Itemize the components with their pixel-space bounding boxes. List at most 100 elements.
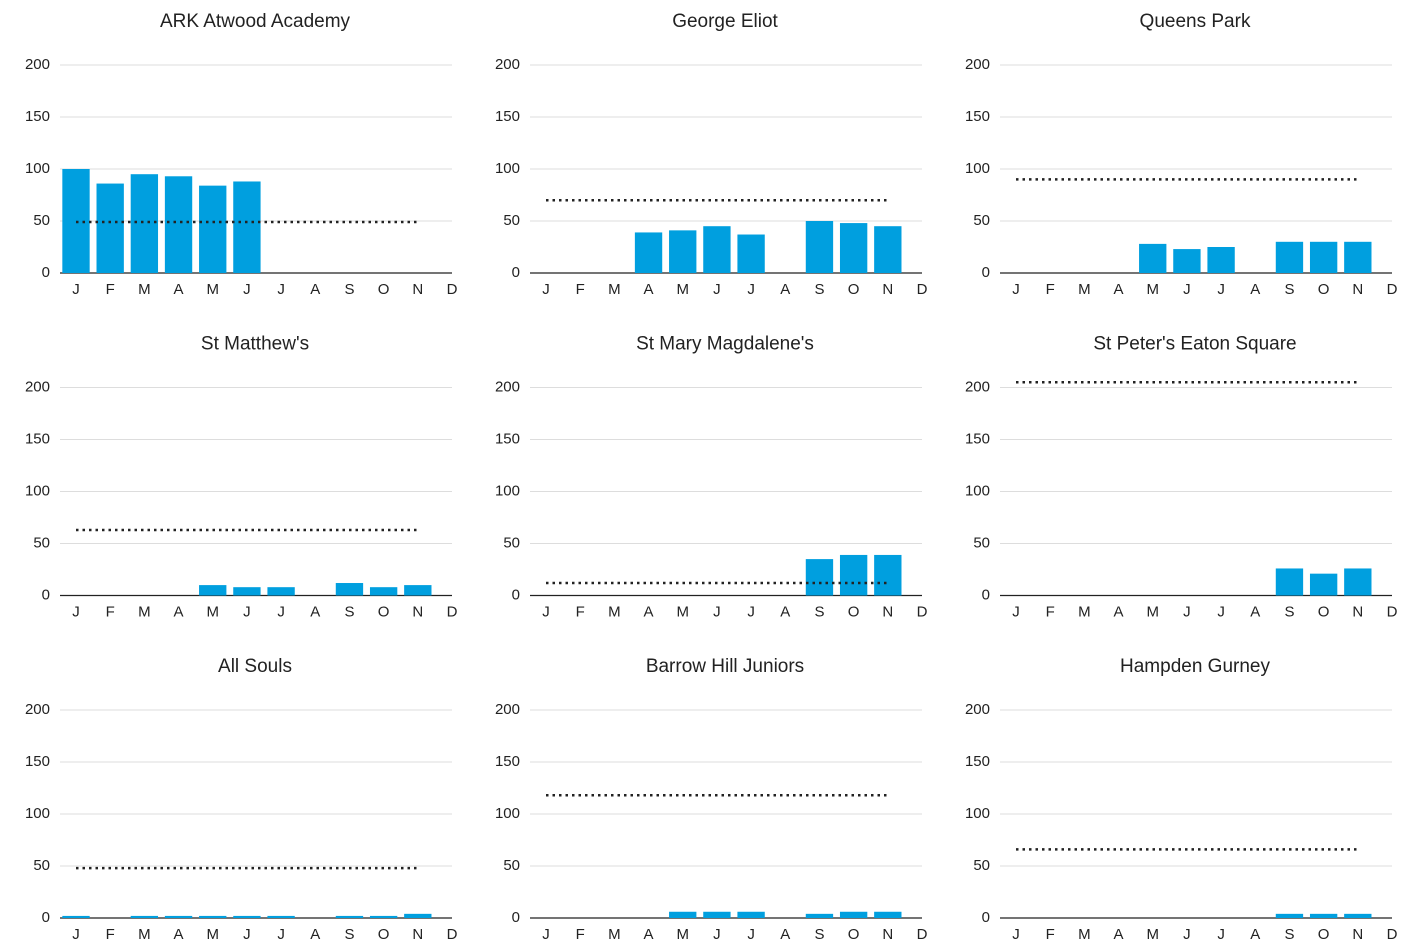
bar [805, 913, 834, 918]
bar [634, 232, 663, 273]
x-tick-label: M [138, 281, 151, 298]
x-tick-label: S [814, 281, 824, 298]
x-tick-label: A [780, 603, 790, 620]
x-tick-label: A [644, 926, 654, 941]
x-tick-label: F [1046, 281, 1055, 298]
y-tick-label: 150 [25, 108, 50, 125]
x-tick-label: O [1318, 926, 1330, 941]
panel: Queens Park 0 50 100 150 200 J F M A M J J A S O N D [965, 11, 1398, 298]
x-tick-label: M [1078, 603, 1091, 620]
bar [335, 583, 364, 596]
chart-title: Hampden Gurney [1120, 656, 1270, 677]
x-tick-label: S [1284, 281, 1294, 298]
bar [874, 226, 902, 273]
bar [1344, 241, 1372, 273]
x-tick-label: J [243, 281, 251, 298]
x-tick-label: M [206, 926, 219, 941]
x-tick-label: J [1183, 281, 1191, 298]
chart-title: St Peter's Eaton Square [1093, 334, 1296, 355]
bar [1173, 249, 1201, 273]
x-tick-label: A [174, 603, 184, 620]
y-tick-label: 50 [33, 534, 50, 551]
y-tick-label: 150 [965, 108, 990, 125]
bar [874, 911, 902, 918]
x-tick-label: J [277, 603, 285, 620]
x-tick-label: J [542, 603, 550, 620]
bar [1139, 243, 1167, 273]
x-tick-label: J [72, 281, 80, 298]
x-tick-label: F [576, 281, 585, 298]
bar [874, 554, 902, 596]
panel: St Matthew's 0 50 100 150 200 J F M A M J J A S O N D [25, 334, 458, 621]
x-tick-label: F [1046, 926, 1055, 941]
x-tick-label: J [72, 926, 80, 941]
bar [839, 911, 868, 918]
y-tick-label: 100 [965, 805, 990, 822]
bar [737, 234, 765, 273]
y-tick-label: 200 [25, 701, 50, 718]
y-tick-label: 0 [42, 264, 50, 281]
y-tick-label: 50 [973, 534, 990, 551]
bar [1309, 913, 1338, 918]
y-tick-label: 150 [495, 430, 520, 447]
y-tick-label: 100 [25, 160, 50, 177]
x-tick-label: S [344, 603, 354, 620]
y-tick-label: 100 [25, 805, 50, 822]
x-tick-label: J [713, 281, 721, 298]
x-tick-label: D [447, 603, 458, 620]
x-tick-label: D [447, 281, 458, 298]
chart-title: Barrow Hill Juniors [646, 656, 804, 677]
bar [669, 911, 697, 918]
x-tick-label: F [106, 281, 115, 298]
x-tick-label: J [1012, 281, 1020, 298]
bar [737, 911, 765, 918]
x-tick-label: J [747, 603, 755, 620]
y-tick-label: 200 [965, 56, 990, 73]
y-tick-label: 0 [42, 909, 50, 926]
y-tick-label: 0 [982, 909, 990, 926]
x-tick-label: S [814, 926, 824, 941]
x-tick-label: M [138, 603, 151, 620]
x-tick-label: N [882, 281, 893, 298]
y-tick-label: 50 [503, 212, 520, 229]
y-tick-label: 0 [982, 264, 990, 281]
x-tick-label: J [542, 926, 550, 941]
bar [96, 183, 124, 273]
chart-title: St Matthew's [201, 334, 309, 355]
y-tick-label: 200 [495, 56, 520, 73]
x-tick-label: J [542, 281, 550, 298]
x-tick-label: S [1284, 926, 1294, 941]
x-tick-label: D [917, 281, 928, 298]
bar [164, 176, 193, 273]
panel: St Mary Magdalene's 0 50 100 150 200 J F M A M J J A S… [495, 334, 928, 621]
x-tick-label: F [576, 603, 585, 620]
x-tick-label: J [1012, 926, 1020, 941]
x-tick-label: A [310, 281, 320, 298]
panel: Hampden Gurney 0 50 100 150 200 J F M A M J J A S O N D [965, 656, 1398, 941]
bar [233, 915, 261, 918]
y-tick-label: 0 [42, 586, 50, 603]
bar [839, 223, 868, 273]
bar [703, 911, 731, 918]
panel: St Peter's Eaton Square 0 50 100 150 200 J F M A M… [965, 334, 1398, 621]
y-tick-label: 200 [25, 56, 50, 73]
bar [130, 174, 159, 273]
x-tick-label: J [1217, 281, 1225, 298]
y-tick-label: 50 [973, 857, 990, 874]
bar [62, 915, 90, 918]
bar [199, 585, 227, 596]
x-tick-label: J [1217, 926, 1225, 941]
x-tick-label: D [917, 603, 928, 620]
y-tick-label: 100 [965, 482, 990, 499]
bar [199, 185, 227, 273]
x-tick-label: M [138, 926, 151, 941]
x-tick-label: A [644, 281, 654, 298]
bar [805, 559, 834, 596]
bar [233, 587, 261, 596]
x-tick-label: A [174, 926, 184, 941]
x-tick-label: N [412, 603, 423, 620]
y-tick-label: 200 [965, 378, 990, 395]
bar [369, 915, 398, 918]
x-tick-label: O [848, 603, 860, 620]
x-tick-label: N [1352, 926, 1363, 941]
